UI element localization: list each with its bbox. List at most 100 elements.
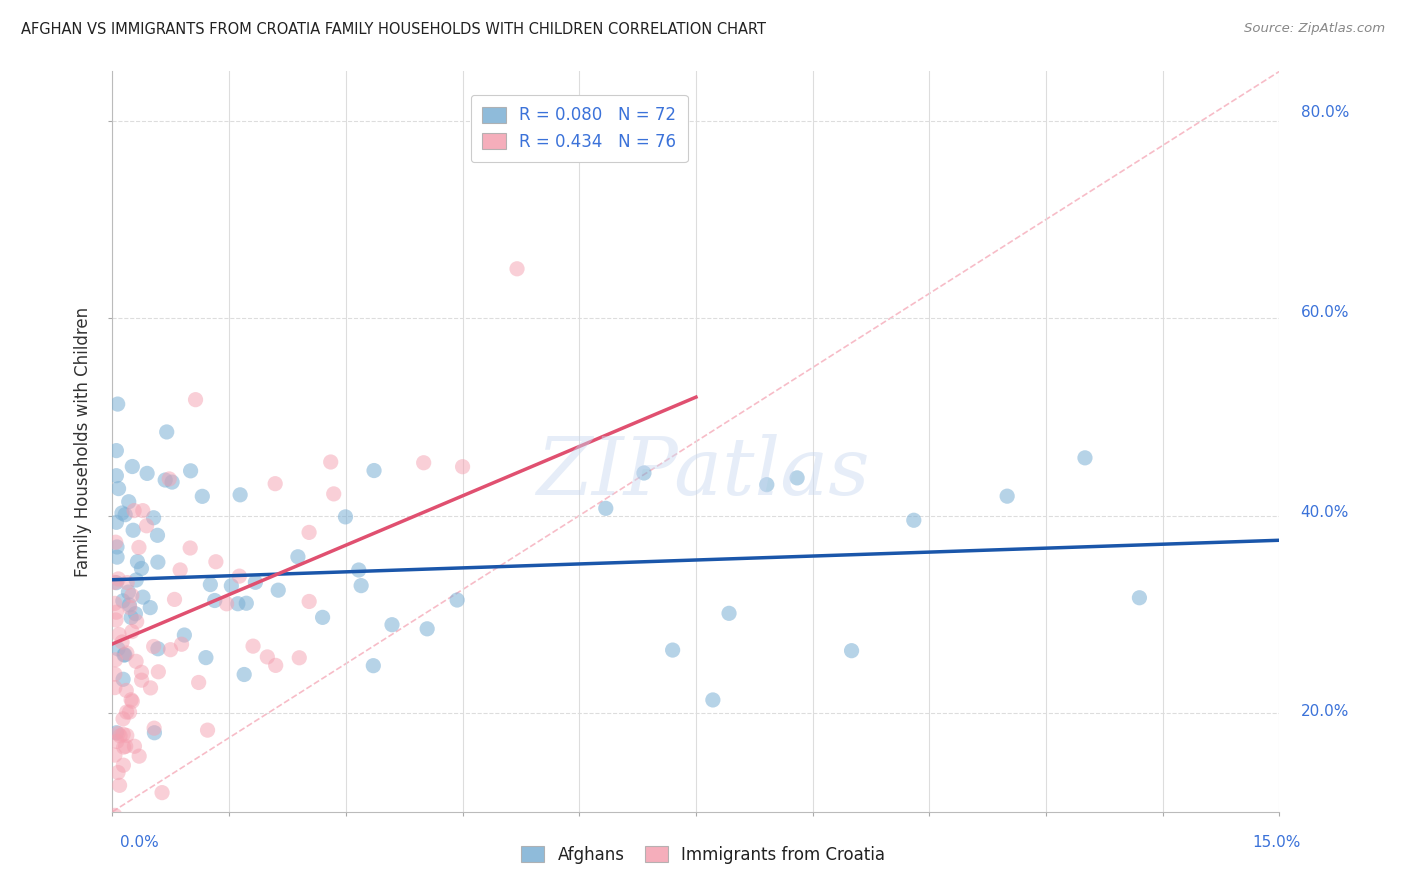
Point — [104, 808, 127, 822]
Point — [595, 501, 617, 516]
Point — [506, 261, 529, 276]
Point — [150, 786, 173, 800]
Point — [107, 572, 129, 586]
Point — [661, 643, 683, 657]
Point — [755, 477, 778, 491]
Point — [115, 575, 138, 590]
Point — [202, 824, 225, 838]
Point — [322, 487, 344, 501]
Point — [131, 673, 153, 688]
Point — [139, 681, 162, 695]
Point — [702, 693, 724, 707]
Point — [298, 594, 321, 608]
Point — [111, 594, 134, 608]
Point — [112, 727, 135, 741]
Point — [142, 510, 165, 524]
Point — [170, 637, 193, 651]
Point — [184, 392, 207, 407]
Point — [179, 541, 201, 555]
Point — [112, 648, 135, 662]
Point — [347, 563, 370, 577]
Point — [104, 613, 127, 627]
Point — [160, 475, 183, 489]
Point — [121, 589, 143, 603]
Point — [107, 641, 129, 656]
Point — [226, 597, 249, 611]
Point — [146, 555, 169, 569]
Point — [112, 673, 135, 687]
Point — [107, 397, 129, 411]
Point — [159, 642, 181, 657]
Point — [108, 729, 131, 743]
Point — [146, 528, 169, 542]
Point — [114, 648, 136, 662]
Point — [446, 593, 468, 607]
Point — [108, 778, 131, 792]
Point — [125, 615, 148, 629]
Point — [120, 610, 142, 624]
Point — [105, 516, 128, 530]
Text: AFGHAN VS IMMIGRANTS FROM CROATIA FAMILY HOUSEHOLDS WITH CHILDREN CORRELATION CH: AFGHAN VS IMMIGRANTS FROM CROATIA FAMILY… — [21, 22, 766, 37]
Point — [163, 592, 186, 607]
Point — [245, 575, 267, 590]
Point — [786, 471, 808, 485]
Point — [125, 654, 148, 668]
Point — [157, 472, 180, 486]
Text: 80.0%: 80.0% — [1301, 105, 1348, 120]
Point — [169, 563, 191, 577]
Point — [264, 476, 287, 491]
Point — [156, 425, 179, 439]
Legend: R = 0.080   N = 72, R = 0.434   N = 76: R = 0.080 N = 72, R = 0.434 N = 76 — [471, 95, 688, 162]
Point — [111, 635, 134, 649]
Point — [228, 569, 250, 583]
Point — [112, 758, 135, 772]
Point — [142, 640, 165, 654]
Text: 20.0%: 20.0% — [1301, 705, 1348, 719]
Point — [120, 693, 142, 707]
Point — [105, 575, 128, 590]
Point — [121, 459, 143, 474]
Text: 0.0%: 0.0% — [120, 836, 159, 850]
Point — [148, 665, 170, 679]
Point — [114, 508, 136, 522]
Point — [215, 597, 238, 611]
Point — [115, 683, 138, 698]
Point — [125, 573, 148, 587]
Point — [381, 617, 404, 632]
Point — [132, 590, 155, 604]
Point — [118, 600, 141, 615]
Point — [256, 649, 278, 664]
Point — [180, 464, 202, 478]
Point — [112, 712, 135, 726]
Point — [235, 596, 257, 610]
Point — [132, 503, 155, 517]
Point — [122, 523, 145, 537]
Point — [104, 575, 127, 590]
Point — [267, 583, 290, 598]
Point — [335, 509, 357, 524]
Point — [121, 624, 143, 639]
Point — [205, 555, 228, 569]
Point — [118, 598, 141, 612]
Point — [229, 488, 252, 502]
Point — [173, 628, 195, 642]
Point — [287, 549, 309, 564]
Point — [105, 605, 128, 619]
Point — [114, 739, 136, 754]
Point — [104, 681, 127, 695]
Point — [128, 749, 150, 764]
Legend: Afghans, Immigrants from Croatia: Afghans, Immigrants from Croatia — [515, 839, 891, 871]
Point — [127, 555, 149, 569]
Point — [124, 607, 146, 621]
Point — [153, 473, 176, 487]
Point — [146, 641, 169, 656]
Point — [194, 650, 217, 665]
Point — [633, 466, 655, 480]
Point — [105, 725, 128, 739]
Point — [221, 579, 243, 593]
Point — [117, 585, 139, 599]
Point — [903, 513, 925, 527]
Point — [233, 667, 256, 681]
Point — [118, 494, 141, 508]
Point — [111, 506, 134, 520]
